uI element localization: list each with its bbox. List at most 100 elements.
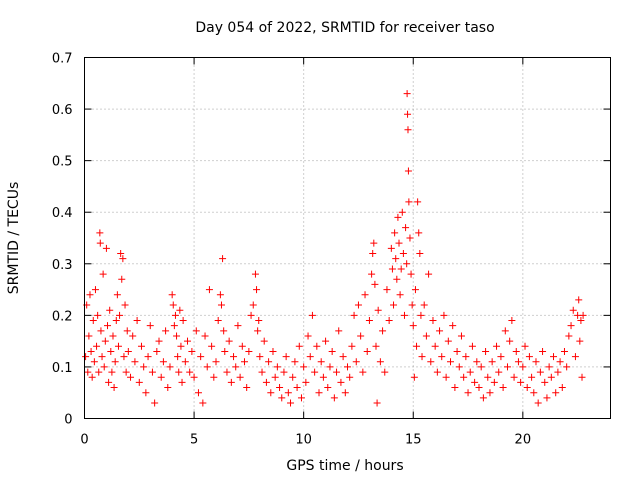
data-point [225,337,233,345]
data-point [475,384,483,392]
data-point [330,394,338,402]
chart-title: Day 054 of 2022, SRMTID for receiver tas… [195,20,494,36]
data-point [116,311,124,319]
data-point [567,322,575,330]
data-points [82,90,587,407]
data-point [359,368,367,376]
data-point [541,378,549,386]
data-point [146,322,154,330]
data-point [460,373,468,381]
data-point [178,378,186,386]
y-tick-label: 0.7 [52,52,73,67]
data-point [188,347,196,355]
data-point [393,275,401,283]
data-point [495,368,503,376]
data-point [315,389,323,397]
data-point [201,332,209,340]
data-point [497,353,505,361]
data-point [114,342,122,350]
data-point [220,327,228,335]
data-point [162,327,170,335]
data-point [453,347,461,355]
x-tick-label: 10 [295,433,312,448]
data-point [575,296,583,304]
data-point [164,384,172,392]
data-point [514,358,522,366]
data-point [282,353,290,361]
data-point [521,342,529,350]
data-point [554,368,562,376]
data-point [117,249,125,257]
data-point [457,332,465,340]
data-point [319,373,327,381]
data-point [106,306,114,314]
data-point [403,90,411,98]
data-point [501,327,509,335]
data-point [82,353,90,361]
data-point [425,270,433,278]
data-point [84,368,92,376]
data-point [251,270,259,278]
data-point [249,301,257,309]
data-point [499,384,507,392]
ticks-layer [84,57,611,419]
data-point [371,280,379,288]
data-point [563,363,571,371]
data-point [293,384,301,392]
y-tick-label: 0.4 [52,206,73,221]
data-point [197,353,205,361]
data-point [405,198,413,206]
data-point [354,301,362,309]
data-point [101,337,109,345]
data-point [243,384,251,392]
y-tick-label: 0.6 [52,103,73,118]
data-point [532,358,540,366]
data-point [317,358,325,366]
data-point [302,378,310,386]
data-point [102,244,110,252]
data-point [168,291,176,299]
data-point [173,332,181,340]
data-point [129,332,137,340]
data-point [105,378,113,386]
data-point [392,255,400,263]
data-point [368,270,376,278]
data-point [107,347,115,355]
data-point [260,337,268,345]
data-point [155,337,163,345]
data-point [350,311,358,319]
data-point [482,347,490,355]
data-point [414,198,422,206]
data-point [112,317,120,325]
data-point [416,249,424,257]
data-point [313,342,321,350]
data-point [170,322,178,330]
data-point [157,373,165,381]
data-point [387,244,395,252]
data-point [98,353,106,361]
data-point [122,368,130,376]
data-point [417,311,425,319]
data-point [344,363,351,371]
data-point [269,347,277,355]
data-point [110,384,118,392]
data-point [381,368,389,376]
data-point [287,399,295,407]
data-point [210,373,218,381]
x-tick-label: 20 [515,433,532,448]
data-point [444,337,452,345]
data-point [289,373,297,381]
data-point [408,301,416,309]
data-point [304,332,312,340]
data-point [433,368,441,376]
data-point [565,332,573,340]
data-point [379,327,387,335]
data-point [488,358,496,366]
data-point [118,275,126,283]
data-point [578,373,586,381]
x-tick-label: 15 [405,433,422,448]
data-point [455,363,463,371]
data-point [357,332,365,340]
data-point [577,317,585,325]
data-point [411,286,419,294]
